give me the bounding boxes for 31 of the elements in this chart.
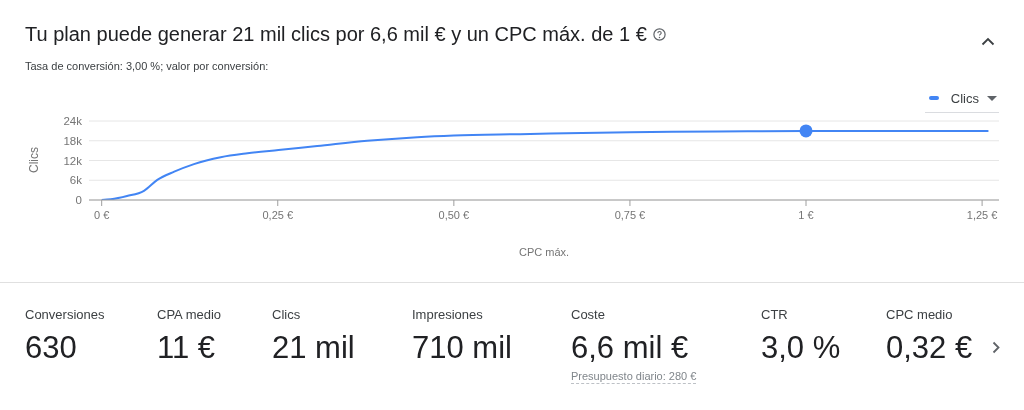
x-tick-label: 1,25 €	[966, 208, 998, 221]
text: 710 mil	[412, 330, 512, 365]
text: 21 mil	[272, 330, 355, 365]
text: 6,6 mil €	[571, 330, 689, 365]
text: CPA medio	[157, 307, 222, 322]
y-tick-label: 24k	[63, 115, 83, 128]
text: Presupuesto diario: 280 €	[571, 370, 697, 384]
y-tick-label: 6k	[69, 174, 83, 187]
text: CPC medio	[886, 307, 953, 322]
x-tick-label: 0,50 €	[438, 208, 470, 221]
text: Conversiones	[25, 307, 105, 322]
text: Clics	[272, 307, 301, 322]
legend-label: Clics	[950, 90, 979, 106]
y-axis-title: Clics	[27, 147, 41, 173]
y-tick-label: 12k	[63, 154, 83, 167]
text: 630	[25, 330, 77, 365]
text: Impresiones	[412, 307, 483, 322]
text: CTR	[761, 307, 788, 322]
text: Coste	[571, 307, 605, 322]
x-tick-label: 0,25 €	[262, 208, 294, 221]
x-tick-label: 0 €	[94, 208, 110, 221]
chart-subtitle: Tasa de conversión: 3,00 %; valor por conversión:	[25, 60, 269, 72]
x-tick-label: 0,75 €	[614, 208, 646, 221]
text: 11 €	[157, 330, 216, 365]
y-tick-label: 18k	[63, 134, 83, 147]
chart-title: Tu plan puede generar 21 mil clics por 6,6 mil € y un CPC máx. de 1 €	[25, 23, 647, 46]
y-tick-label: 0	[75, 194, 82, 207]
text: 3,0 %	[761, 330, 841, 365]
x-axis-title: CPC máx.	[518, 246, 570, 258]
x-tick-label: 1 €	[798, 208, 814, 221]
text: 0,32 €	[886, 330, 973, 365]
